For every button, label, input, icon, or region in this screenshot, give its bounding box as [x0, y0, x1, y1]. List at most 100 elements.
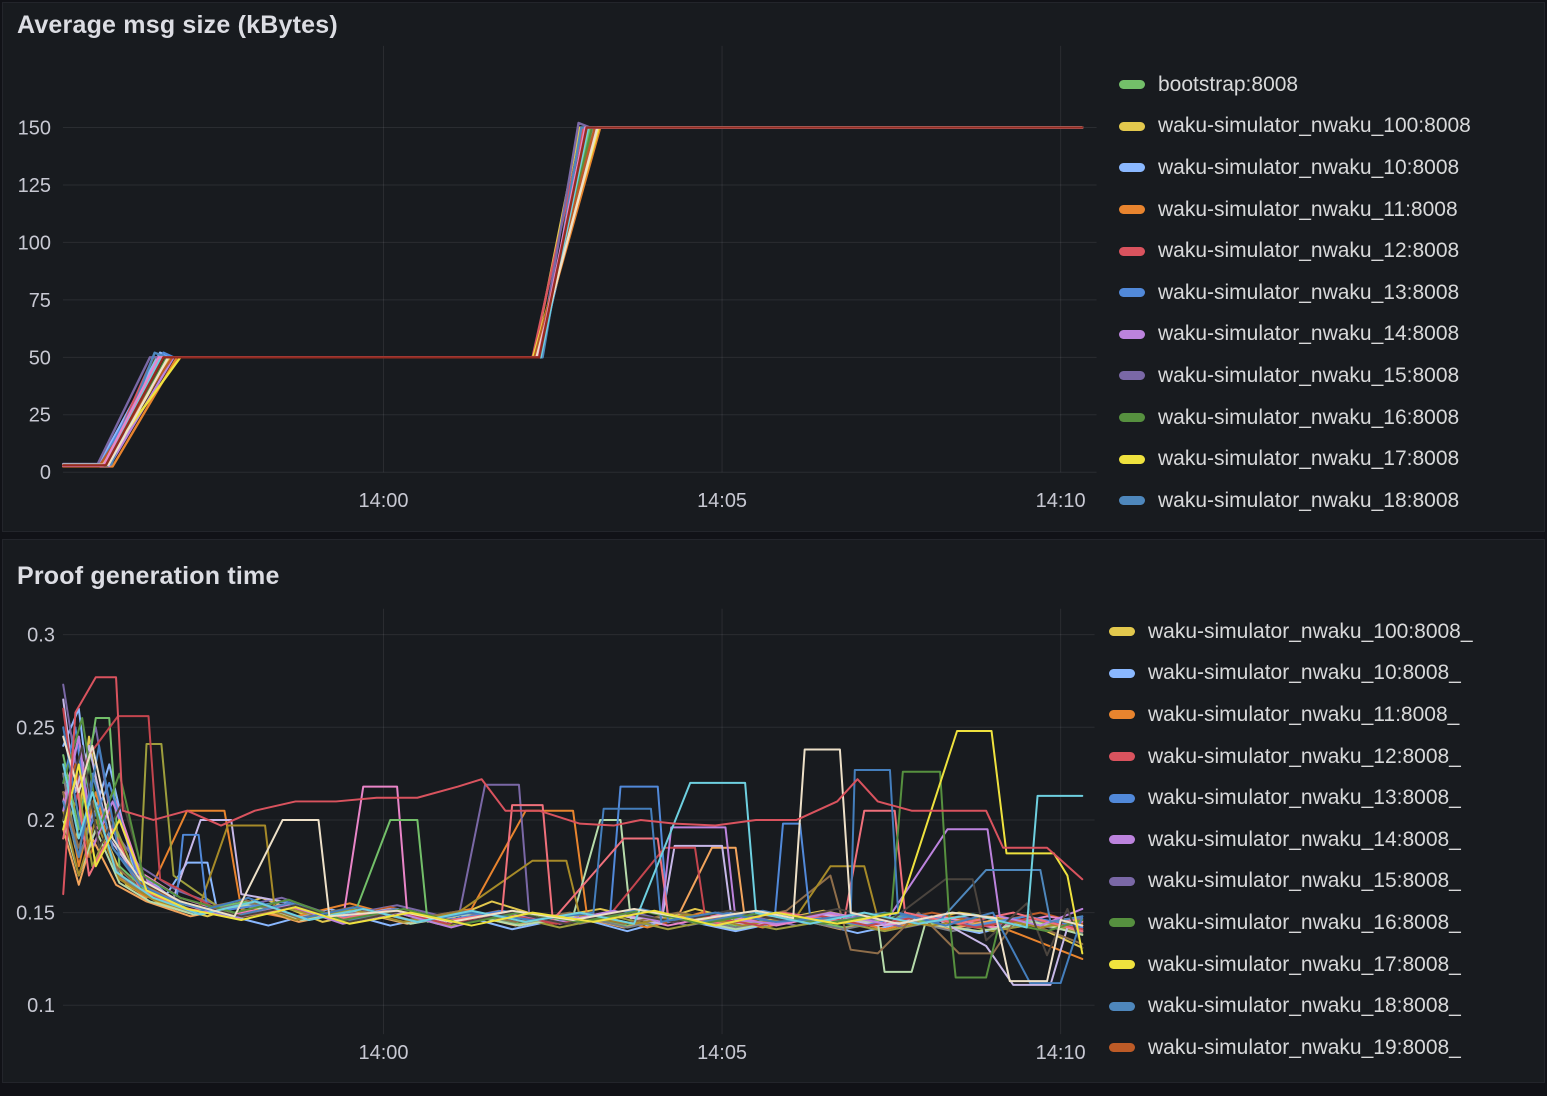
legend-item[interactable]: waku-simulator_nwaku_100:8008_ [1109, 611, 1473, 653]
legend-label: waku-simulator_nwaku_100:8008 [1158, 114, 1471, 138]
proof-generation-time-chart[interactable]: 0.1 0.15 0.2 0.25 0.3 14:00 14:05 14:10 [3, 540, 1544, 1082]
series-line [62, 772, 1084, 933]
legend-swatch-icon [1119, 80, 1145, 90]
series-line [62, 735, 1084, 929]
legend-item[interactable]: waku-simulator_nwaku_12:8008_ [1109, 736, 1473, 778]
legend-swatch-icon [1119, 288, 1145, 298]
series-line [62, 676, 1084, 896]
panel-title-avg-msg-size[interactable]: Average msg size (kBytes) [17, 11, 338, 39]
legend-item[interactable]: waku-simulator_nwaku_18:8008 [1119, 480, 1471, 522]
axis-labels: 0.1 0.15 0.2 0.25 0.3 14:00 14:05 14:10 [16, 625, 1086, 1064]
proof-generation-time-legend: waku-simulator_nwaku_100:8008_ waku-simul… [1109, 611, 1473, 1069]
series-line [62, 707, 1084, 931]
legend-swatch-icon [1109, 793, 1135, 803]
x-axis-label: 14:05 [697, 1042, 747, 1064]
legend-label: waku-simulator_nwaku_10:8008_ [1148, 661, 1461, 685]
axis-labels: 0 25 50 75 100 125 150 14:00 14:05 14:10 [18, 118, 1086, 513]
legend-label: waku-simulator_nwaku_13:8008_ [1148, 786, 1461, 810]
legend-label: waku-simulator_nwaku_13:8008 [1158, 280, 1460, 304]
y-axis-label: 150 [18, 118, 51, 140]
y-axis-label: 0.1 [27, 995, 55, 1017]
legend-label: waku-simulator_nwaku_19:8008_ [1148, 1035, 1461, 1059]
legend-item[interactable]: waku-simulator_nwaku_10:8008_ [1109, 653, 1473, 695]
legend-swatch-icon [1119, 454, 1145, 464]
panel-avg-msg-size: Average msg size (kBytes) 0 25 50 75 100 125 1… [2, 2, 1545, 532]
legend-item[interactable]: waku-simulator_nwaku_14:8008_ [1109, 819, 1473, 861]
y-axis-label: 0.15 [16, 903, 55, 925]
legend-swatch-icon [1109, 1001, 1135, 1011]
legend-label: waku-simulator_nwaku_18:8008 [1158, 488, 1460, 512]
series-line [62, 744, 1084, 957]
legend-swatch-icon [1119, 205, 1145, 215]
legend-item[interactable]: waku-simulator_nwaku_17:8008_ [1109, 944, 1473, 986]
legend-item[interactable]: waku-simulator_nwaku_15:8008_ [1109, 861, 1473, 903]
series-line [62, 772, 1084, 960]
legend-item[interactable]: waku-simulator_nwaku_11:8008_ [1109, 694, 1473, 736]
legend-swatch-icon [1109, 627, 1135, 637]
avg-msg-size-chart[interactable]: 0 25 50 75 100 125 150 14:00 14:05 14:10 [3, 3, 1544, 531]
legend-swatch-icon [1109, 1043, 1135, 1053]
legend-swatch-icon [1109, 960, 1135, 970]
legend-item[interactable]: waku-simulator_nwaku_13:8008_ [1109, 777, 1473, 819]
legend-label: waku-simulator_nwaku_12:8008_ [1148, 744, 1461, 768]
series-line [62, 735, 1084, 983]
panel-proof-generation-time: Proof generation time 0.1 0.15 0.2 0.25 0.3 1… [2, 539, 1545, 1083]
legend-swatch-icon [1119, 371, 1145, 381]
legend-label: waku-simulator_nwaku_18:8008_ [1148, 994, 1461, 1018]
legend-swatch-icon [1119, 121, 1145, 131]
y-axis-label: 100 [18, 232, 51, 254]
legend-label: waku-simulator_nwaku_100:8008_ [1148, 619, 1473, 643]
x-axis-label: 14:10 [1036, 490, 1086, 512]
legend-swatch-icon [1109, 668, 1135, 678]
y-axis-label: 0.3 [27, 625, 55, 647]
legend-label: bootstrap:8008 [1158, 72, 1299, 96]
legend-swatch-icon [1119, 246, 1145, 256]
legend-label: waku-simulator_nwaku_15:8008 [1158, 363, 1460, 387]
legend-label: waku-simulator_nwaku_11:8008_ [1148, 702, 1460, 726]
y-axis-label: 0.25 [16, 717, 55, 739]
series-line [62, 818, 1084, 973]
legend-item[interactable]: bootstrap:8008 [1119, 64, 1471, 106]
x-axis-label: 14:00 [359, 1042, 409, 1064]
legend-item[interactable]: waku-simulator_nwaku_10:8008 [1119, 147, 1471, 189]
legend-label: waku-simulator_nwaku_16:8008 [1158, 405, 1460, 429]
legend-item[interactable]: waku-simulator_nwaku_18:8008_ [1109, 985, 1473, 1027]
legend-swatch-icon [1119, 163, 1145, 173]
y-axis-label: 125 [18, 175, 51, 197]
gridlines [62, 45, 1097, 473]
legend-swatch-icon [1119, 496, 1145, 506]
legend-swatch-icon [1109, 710, 1135, 720]
legend-swatch-icon [1109, 752, 1135, 762]
legend-label: waku-simulator_nwaku_11:8008 [1158, 197, 1458, 221]
legend-item[interactable]: waku-simulator_nwaku_14:8008 [1119, 314, 1471, 356]
legend-item[interactable]: waku-simulator_nwaku_16:8008 [1119, 397, 1471, 439]
legend-item[interactable]: waku-simulator_nwaku_11:8008 [1119, 189, 1471, 231]
y-axis-label: 75 [29, 290, 51, 312]
legend-item[interactable]: waku-simulator_nwaku_17:8008 [1119, 438, 1471, 480]
series-lines [62, 121, 1084, 468]
legend-swatch-icon [1119, 413, 1145, 423]
legend-item[interactable]: waku-simulator_nwaku_13:8008 [1119, 272, 1471, 314]
legend-label: waku-simulator_nwaku_15:8008_ [1148, 869, 1461, 893]
legend-item[interactable]: waku-simulator_nwaku_16:8008_ [1109, 902, 1473, 944]
legend-item[interactable]: waku-simulator_nwaku_12:8008 [1119, 230, 1471, 272]
legend-item[interactable]: waku-simulator_nwaku_19:8008_ [1109, 1027, 1473, 1069]
legend-label: waku-simulator_nwaku_14:8008 [1158, 322, 1460, 346]
series-lines [62, 676, 1084, 986]
x-axis-label: 14:05 [697, 490, 747, 512]
legend-swatch-icon [1109, 835, 1135, 845]
legend-swatch-icon [1119, 329, 1145, 339]
panel-title-proof-generation-time[interactable]: Proof generation time [17, 562, 280, 590]
legend-label: waku-simulator_nwaku_12:8008 [1158, 239, 1460, 263]
y-axis-label: 0 [40, 462, 51, 484]
legend-item[interactable]: waku-simulator_nwaku_100:8008 [1119, 106, 1471, 148]
legend-label: waku-simulator_nwaku_17:8008 [1158, 447, 1460, 471]
y-axis-label: 25 [29, 405, 51, 427]
series-line [62, 126, 1084, 467]
gridlines [62, 608, 1095, 1035]
series-line [62, 126, 1084, 466]
legend-item[interactable]: waku-simulator_nwaku_15:8008 [1119, 355, 1471, 397]
legend-label: waku-simulator_nwaku_14:8008_ [1148, 827, 1461, 851]
series-line [62, 717, 1084, 979]
